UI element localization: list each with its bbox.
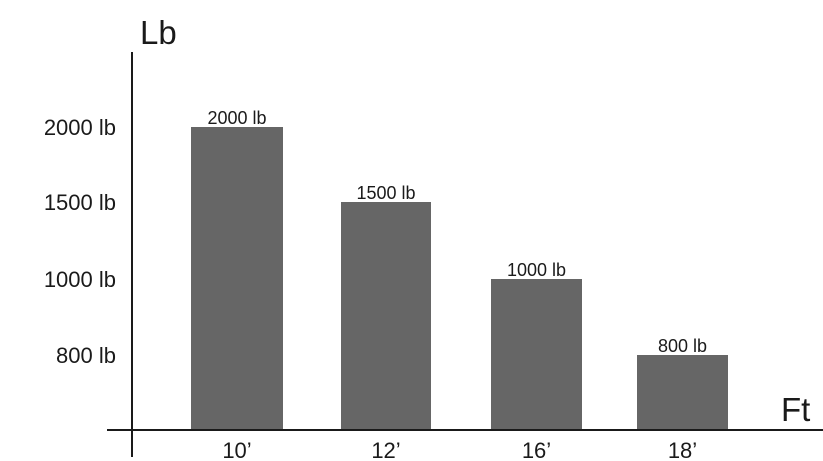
data-label-2: 1500 lb [356,183,415,203]
data-label-3: 1000 lb [507,260,566,280]
x-tick-label-2: 12’ [371,438,400,461]
bar-2 [341,202,431,430]
y-ticks-group: 800 lb 1000 lb 1500 lb 2000 lb [44,115,116,368]
x-ticks-group: 10’ 12’ 16’ 18’ [222,438,697,461]
bars-group [191,127,728,430]
y-tick-label-2: 1000 lb [44,267,116,292]
y-tick-label-1: 800 lb [56,343,116,368]
x-tick-label-3: 16’ [522,438,551,461]
x-axis-title: Ft [781,391,810,428]
bar-4 [637,355,728,430]
y-tick-label-4: 2000 lb [44,115,116,140]
data-label-1: 2000 lb [207,108,266,128]
x-tick-label-1: 10’ [222,438,251,461]
y-axis-title: Lb [140,14,177,51]
y-tick-label-3: 1500 lb [44,190,116,215]
bar-3 [491,279,582,430]
data-label-4: 800 lb [658,336,707,356]
x-tick-label-4: 18’ [668,438,697,461]
bar-1 [191,127,283,430]
data-labels-group: 2000 lb 1500 lb 1000 lb 800 lb [207,108,707,356]
